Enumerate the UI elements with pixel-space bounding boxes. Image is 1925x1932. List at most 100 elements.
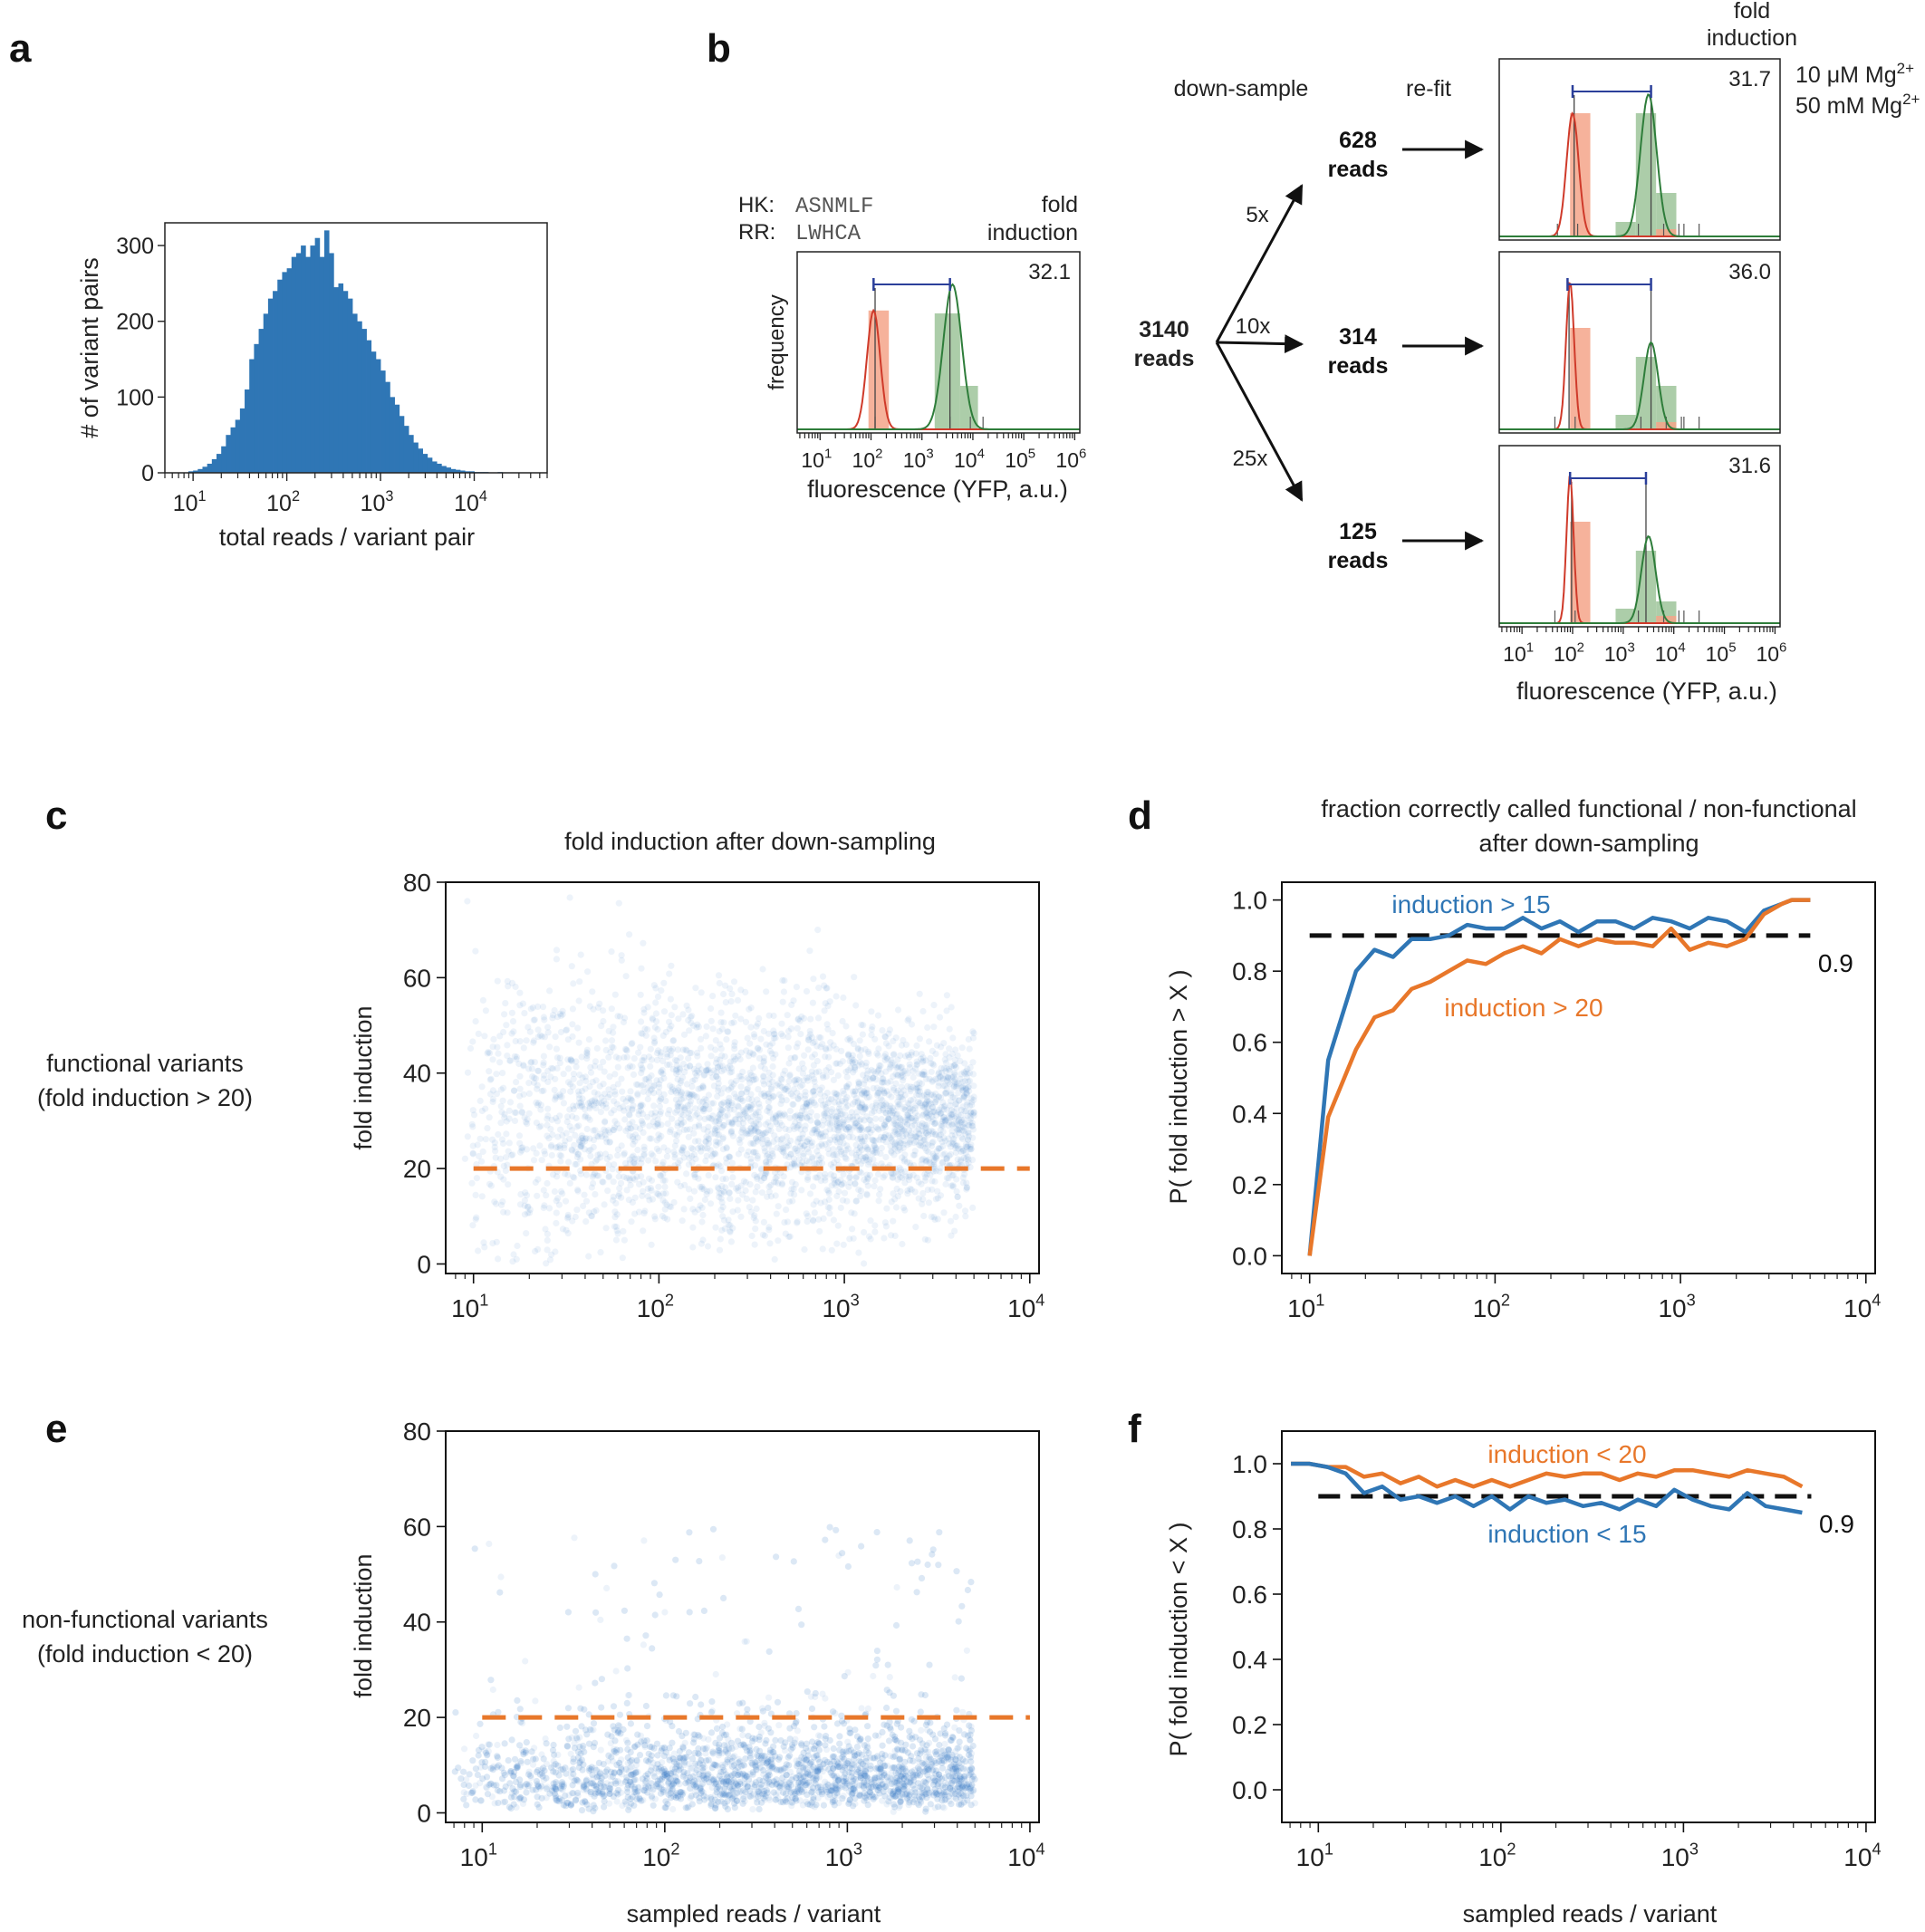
data-point — [923, 1098, 930, 1105]
data-point — [700, 1126, 707, 1133]
data-point — [770, 1031, 778, 1038]
data-point — [647, 1185, 654, 1192]
data-point — [551, 1096, 559, 1103]
data-point — [546, 987, 553, 995]
data-point — [551, 1006, 558, 1014]
data-point — [499, 1070, 506, 1077]
data-point — [888, 1057, 895, 1064]
data-point — [952, 1083, 959, 1091]
x-tick-label: 101 — [1503, 640, 1534, 666]
data-point — [883, 1054, 890, 1062]
data-point — [570, 980, 577, 987]
data-point — [754, 1183, 761, 1190]
data-point — [562, 1170, 569, 1177]
data-point — [490, 1035, 497, 1043]
data-point — [817, 1097, 825, 1104]
data-point — [703, 1067, 710, 1074]
data-point — [640, 1005, 648, 1013]
data-point — [861, 1176, 868, 1183]
data-point — [522, 1119, 530, 1126]
data-point — [742, 988, 749, 995]
data-point — [715, 1185, 723, 1192]
data-point — [723, 1036, 730, 1043]
data-point — [689, 1146, 697, 1153]
data-point — [657, 1096, 665, 1103]
data-point — [952, 1100, 960, 1107]
data-point — [685, 1114, 692, 1121]
data-point — [950, 1062, 958, 1069]
data-point — [497, 1086, 505, 1093]
data-point — [913, 1058, 920, 1065]
data-point — [910, 1073, 917, 1081]
data-point — [516, 1092, 524, 1100]
data-point — [578, 1143, 585, 1150]
data-point — [555, 1201, 563, 1208]
data-point — [619, 1088, 626, 1095]
data-point — [718, 1052, 726, 1059]
data-point — [900, 1127, 909, 1134]
data-point — [928, 1142, 936, 1149]
data-point — [921, 1235, 929, 1243]
data-point — [591, 1096, 599, 1103]
histogram-bar — [221, 446, 226, 473]
histogram-bar — [207, 463, 213, 473]
data-point — [838, 1047, 845, 1054]
data-point — [960, 1154, 967, 1161]
data-point — [718, 1554, 727, 1562]
data-point — [878, 1160, 885, 1168]
data-point — [581, 1146, 589, 1153]
data-point — [687, 1101, 694, 1108]
histogram-bar — [273, 291, 278, 473]
data-point — [888, 1136, 895, 1143]
legend-50mM: 50 mM Mg2+ — [1795, 91, 1920, 119]
data-point — [794, 1139, 802, 1146]
data-point — [746, 1053, 753, 1060]
data-point — [593, 1132, 601, 1139]
data-point — [822, 1140, 829, 1148]
data-point — [526, 1209, 534, 1216]
data-point — [702, 1033, 710, 1040]
data-point — [496, 1033, 504, 1040]
data-point — [839, 1197, 847, 1204]
data-point — [739, 1125, 746, 1132]
data-point — [862, 1059, 870, 1066]
data-point — [717, 1090, 725, 1097]
data-point — [684, 1150, 691, 1158]
data-point — [611, 1118, 619, 1125]
data-point — [676, 1129, 683, 1136]
data-point — [707, 1147, 715, 1154]
data-point — [813, 1148, 821, 1155]
data-point — [871, 1070, 880, 1077]
data-point — [943, 1154, 950, 1161]
data-point — [794, 1149, 802, 1157]
data-point — [504, 1209, 511, 1216]
data-point — [583, 1125, 591, 1133]
data-point — [569, 1005, 577, 1013]
data-point — [724, 1028, 731, 1035]
data-point — [932, 1091, 939, 1098]
x-tick-label: 102 — [266, 488, 300, 516]
x-axis-label: fluorescence (YFP, a.u.) — [807, 476, 1068, 503]
data-point — [571, 1141, 578, 1149]
data-point — [813, 1174, 821, 1181]
data-point — [842, 1099, 849, 1106]
data-point — [615, 899, 622, 907]
data-point — [746, 1079, 754, 1086]
data-point — [511, 1087, 518, 1094]
data-point — [610, 1029, 617, 1036]
data-point — [553, 1064, 561, 1072]
scatter-points — [451, 1523, 978, 1815]
data-point — [897, 1187, 904, 1195]
plot-frame — [164, 222, 548, 474]
data-point — [856, 1103, 863, 1110]
data-point — [616, 1013, 624, 1020]
data-point — [659, 1066, 666, 1074]
y-axis-label: # of variant pairs — [76, 257, 103, 438]
data-point — [531, 1074, 538, 1081]
data-point — [646, 1135, 653, 1142]
data-point — [508, 1030, 515, 1037]
data-point — [878, 1079, 886, 1086]
data-point — [652, 1158, 659, 1165]
green-histogram-bar — [1656, 193, 1677, 236]
